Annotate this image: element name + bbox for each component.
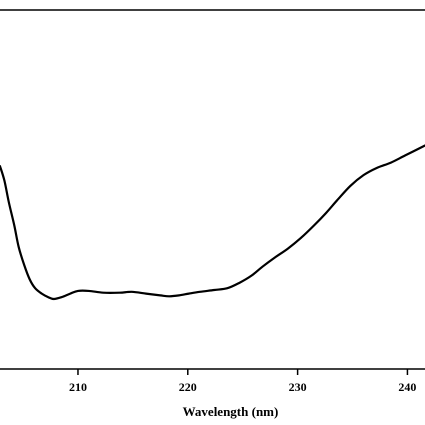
spectrum-line xyxy=(0,144,425,301)
x-axis-tick-labels: 210 220 230 240 xyxy=(69,380,416,394)
x-tick-label-230: 230 xyxy=(289,380,307,394)
x-tick-label-210: 210 xyxy=(69,380,87,394)
x-tick-label-240: 240 xyxy=(398,380,416,394)
x-axis-ticks xyxy=(77,369,409,375)
x-tick-label-220: 220 xyxy=(179,380,197,394)
x-axis-label: Wavelength (nm) xyxy=(183,404,279,419)
